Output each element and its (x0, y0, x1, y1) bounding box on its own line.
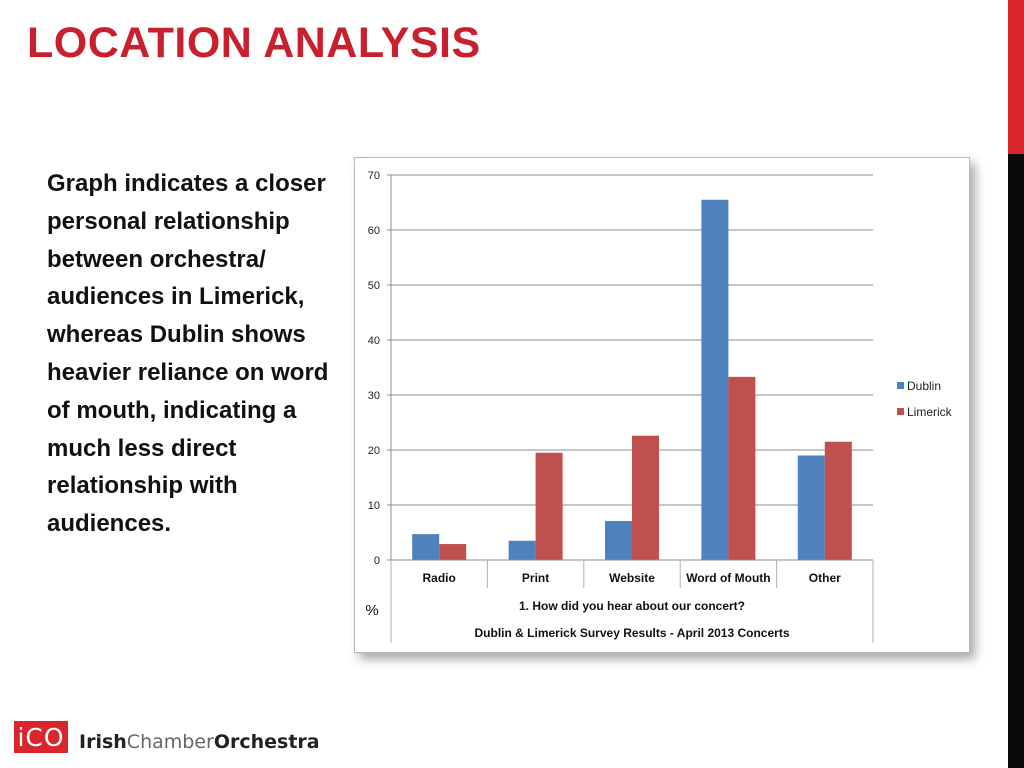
y-tick-label: 0 (374, 555, 380, 567)
legend-layer: Dublin Limerick (897, 379, 953, 419)
accent-bar-black (1008, 154, 1024, 768)
y-tick-label: 10 (368, 500, 380, 512)
bar-dublin (605, 520, 632, 560)
grid-layer (391, 174, 873, 506)
orchestra-logo: iCO (14, 721, 68, 753)
bar-limerick (439, 544, 467, 560)
brand-word-irish: Irish (79, 731, 127, 753)
bar-limerick (728, 376, 756, 560)
x-category-label: Print (522, 571, 549, 585)
y-tick-label: 70 (368, 170, 380, 182)
brand-word-chamber: Chamber (126, 731, 214, 753)
legend-swatch-limerick (897, 408, 904, 415)
legend-label-dublin: Dublin (907, 379, 941, 393)
brand-name: IrishChamberOrchestra (79, 731, 320, 753)
brand-word-orchestra: Orchestra (213, 731, 320, 753)
x-category-label: Radio (423, 571, 456, 585)
y-tick-label: 60 (368, 225, 380, 237)
axis-layer (387, 174, 874, 643)
x-category-label: Website (609, 571, 655, 585)
x-category-label: Other (809, 571, 841, 585)
bar-dublin (797, 455, 825, 560)
bar-dublin (701, 199, 729, 560)
y-tick-label: 40 (368, 335, 380, 347)
x-axis-label: 1. How did you hear about our concert? (519, 599, 745, 613)
slide-title: LOCATION ANALYSIS (27, 19, 481, 67)
accent-bar-red (1008, 0, 1024, 154)
bar-limerick (632, 435, 659, 560)
logo-mark: iCO (17, 723, 65, 752)
bar-chart-svg: 0 10 20 30 40 50 60 70 Radio Print Website Word of … (365, 170, 953, 643)
y-tick-label: 30 (368, 390, 380, 402)
bar-layer (412, 199, 852, 560)
bar-dublin (412, 534, 440, 560)
y-tick-label: 20 (368, 445, 380, 457)
legend-swatch-dublin (897, 382, 904, 389)
slide-body-text: Graph indicates a closer personal relati… (47, 170, 329, 538)
x-axis-sublabel: Dublin & Limerick Survey Results - April… (475, 626, 790, 640)
bar-limerick (535, 452, 563, 560)
bar-dublin (508, 540, 536, 560)
bar-limerick (824, 441, 852, 560)
y-tick-label: 50 (368, 280, 380, 292)
label-layer: 0 10 20 30 40 50 60 70 Radio Print Website Word of … (365, 170, 841, 640)
x-category-label: Word of Mouth (686, 571, 770, 585)
legend-label-limerick: Limerick (907, 405, 953, 419)
bar-chart: 0 10 20 30 40 50 60 70 Radio Print Website Word of … (354, 157, 970, 653)
y-axis-unit-label: % (365, 602, 378, 619)
